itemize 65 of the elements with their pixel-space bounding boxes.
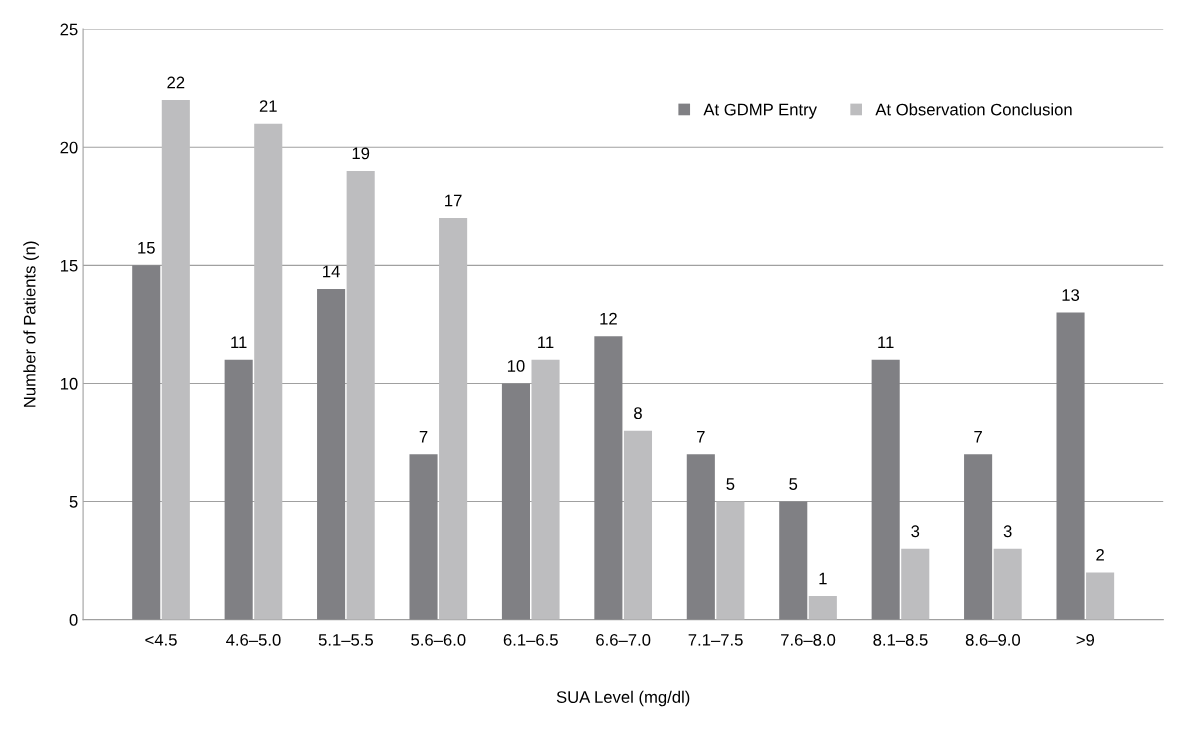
data-label: 15 bbox=[138, 242, 155, 254]
data-label: 7 bbox=[697, 431, 705, 443]
data-label: 10 bbox=[507, 360, 525, 372]
legend-label: At Observation Conclusion bbox=[875, 103, 1072, 116]
bar bbox=[1056, 312, 1085, 620]
data-label: 7 bbox=[974, 431, 982, 443]
bar bbox=[409, 454, 438, 620]
y-tick-label: 5 bbox=[69, 496, 78, 508]
data-label: 3 bbox=[1003, 525, 1012, 538]
data-label: 22 bbox=[167, 76, 185, 89]
data-label: 2 bbox=[1096, 548, 1104, 561]
bar bbox=[716, 501, 745, 620]
x-tick-label: 8.6–9.0 bbox=[965, 633, 1021, 646]
bar bbox=[317, 288, 346, 620]
data-label: 7 bbox=[419, 431, 428, 443]
bar bbox=[964, 454, 993, 620]
bar bbox=[808, 596, 837, 620]
data-label: 19 bbox=[352, 147, 370, 160]
data-label: 5 bbox=[726, 478, 735, 490]
bar bbox=[531, 359, 560, 620]
data-label: 11 bbox=[538, 336, 554, 349]
data-label: 13 bbox=[1062, 289, 1080, 301]
y-tick-label: 10 bbox=[60, 377, 78, 390]
y-tick-label: 25 bbox=[60, 23, 78, 36]
data-label: 8 bbox=[634, 407, 642, 420]
x-tick-label: 4.6–5.0 bbox=[226, 633, 281, 646]
x-axis-title: SUA Level (mg/dl) bbox=[556, 690, 690, 707]
x-tick-label: <4.5 bbox=[145, 634, 177, 646]
bar bbox=[346, 170, 375, 620]
data-label: 5 bbox=[789, 478, 798, 490]
x-tick-label: 6.6–7.0 bbox=[596, 633, 651, 646]
data-label: 3 bbox=[911, 525, 920, 538]
bar bbox=[993, 548, 1022, 620]
x-tick-label: 6.1–6.5 bbox=[503, 633, 558, 646]
y-tick-label: 20 bbox=[60, 141, 78, 154]
bar bbox=[779, 501, 808, 620]
bar bbox=[254, 123, 283, 620]
bar bbox=[623, 430, 653, 620]
bar bbox=[224, 359, 253, 620]
y-tick-label: 0 bbox=[69, 614, 78, 626]
bar bbox=[161, 100, 190, 620]
bar bbox=[132, 265, 161, 620]
bar bbox=[871, 359, 900, 620]
data-label: 14 bbox=[323, 265, 340, 278]
bar bbox=[901, 548, 930, 620]
y-tick-label: 15 bbox=[60, 259, 78, 272]
x-tick-label: 7.1–7.5 bbox=[688, 634, 743, 646]
x-tick-label: 5.1–5.5 bbox=[318, 634, 373, 646]
data-label: 21 bbox=[259, 100, 277, 112]
y-axis-title: Number of Patients (n) bbox=[23, 241, 39, 407]
x-tick-label: 5.6–6.0 bbox=[411, 633, 466, 646]
x-tick-label: 8.1–8.5 bbox=[873, 633, 928, 646]
data-label: 12 bbox=[600, 312, 617, 325]
data-label: 11 bbox=[878, 336, 894, 349]
bar bbox=[686, 454, 715, 620]
data-label: 1 bbox=[819, 572, 827, 585]
bar bbox=[594, 336, 623, 620]
bar bbox=[439, 218, 468, 620]
data-label: 17 bbox=[445, 194, 462, 207]
x-tick-label: >9 bbox=[1076, 633, 1095, 646]
legend-label: At GDMP Entry bbox=[703, 103, 817, 119]
data-label: 11 bbox=[231, 336, 247, 349]
bar bbox=[1086, 572, 1115, 620]
x-tick-label: 7.6–8.0 bbox=[781, 633, 836, 646]
bar bbox=[501, 383, 531, 620]
